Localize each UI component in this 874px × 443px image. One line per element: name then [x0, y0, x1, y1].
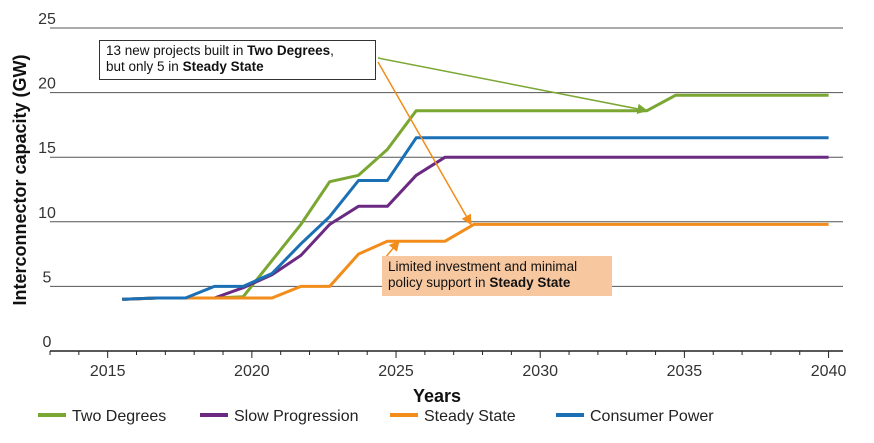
annotation-arrow: [377, 57, 648, 115]
x-axis-title: Years: [413, 386, 461, 406]
legend-label: Slow Progression: [234, 408, 359, 425]
series-lines: [122, 93, 829, 301]
annotation-arrow: [377, 61, 472, 226]
x-axis: [49, 350, 843, 358]
legend: Two Degrees Slow Progression Steady State C…: [38, 408, 714, 425]
y-tick-label: 0: [43, 334, 52, 351]
annotation-two-degrees: 13 new projects built in Two Degrees, but…: [99, 40, 376, 80]
y-tick-label: 25: [38, 11, 56, 28]
annotation-arrows: [377, 57, 648, 259]
y-tick-label: 20: [38, 76, 56, 93]
legend-label: Steady State: [424, 408, 516, 425]
series-line-consumer-power: [122, 136, 829, 301]
y-tick-label: 10: [38, 205, 56, 222]
annotation-arrow: [384, 240, 400, 259]
y-tick-labels: 0 5 10 15 20 25: [38, 11, 56, 351]
y-tick-label: 5: [43, 269, 52, 286]
legend-label: Consumer Power: [590, 408, 714, 425]
series-line-steady-state: [122, 222, 829, 301]
legend-label: Two Degrees: [72, 408, 166, 425]
x-tick-label: 2040: [811, 363, 847, 380]
x-tick-label: 2015: [90, 363, 126, 380]
x-tick-label: 2035: [667, 363, 703, 380]
y-tick-label: 15: [38, 140, 56, 157]
x-tick-label: 2030: [522, 363, 558, 380]
annotation-steady-state: Limited investment and minimal policy sup…: [382, 256, 612, 296]
x-tick-labels: 2015 2020 2025 2030 2035 2040: [90, 363, 847, 380]
y-axis-title: Interconnector capacity (GW): [10, 54, 30, 305]
x-tick-label: 2025: [378, 363, 414, 380]
x-tick-label: 2020: [234, 363, 270, 380]
